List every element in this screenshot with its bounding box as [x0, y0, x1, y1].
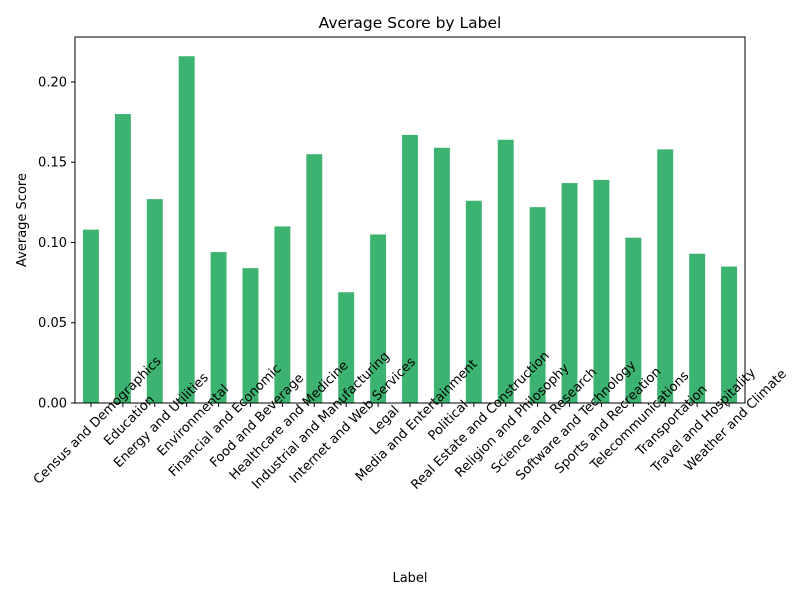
- bar: [146, 199, 163, 403]
- bar: [178, 56, 195, 403]
- bar: [465, 200, 482, 403]
- bar: [721, 266, 738, 403]
- bar: [274, 226, 291, 403]
- bar: [593, 179, 610, 403]
- bar: [242, 268, 259, 403]
- y-axis: 0.00 0.05 0.10 0.15 0.20: [38, 75, 75, 412]
- bar: [689, 253, 706, 403]
- bar: [338, 292, 355, 403]
- bars-group: [82, 56, 738, 404]
- bar: [433, 147, 450, 403]
- bar: [114, 114, 131, 404]
- bar: [82, 229, 99, 403]
- y-tick-label: 0.05: [38, 316, 67, 331]
- bar: [306, 154, 323, 403]
- bar: [625, 237, 642, 403]
- bar: [561, 183, 578, 403]
- bar: [497, 139, 514, 404]
- bar: [529, 207, 546, 403]
- y-tick-label: 0.10: [38, 236, 67, 251]
- y-tick-label: 0.00: [38, 397, 67, 412]
- bar: [657, 149, 674, 403]
- bar: [402, 134, 418, 404]
- bar: [210, 252, 227, 403]
- y-tick-label: 0.20: [38, 75, 67, 90]
- y-tick-label: 0.15: [38, 156, 67, 171]
- bar: [370, 234, 387, 403]
- y-axis-title: Average Score: [15, 173, 30, 267]
- x-axis-title: Label: [392, 571, 427, 586]
- chart-title: Average Score by Label: [319, 14, 502, 32]
